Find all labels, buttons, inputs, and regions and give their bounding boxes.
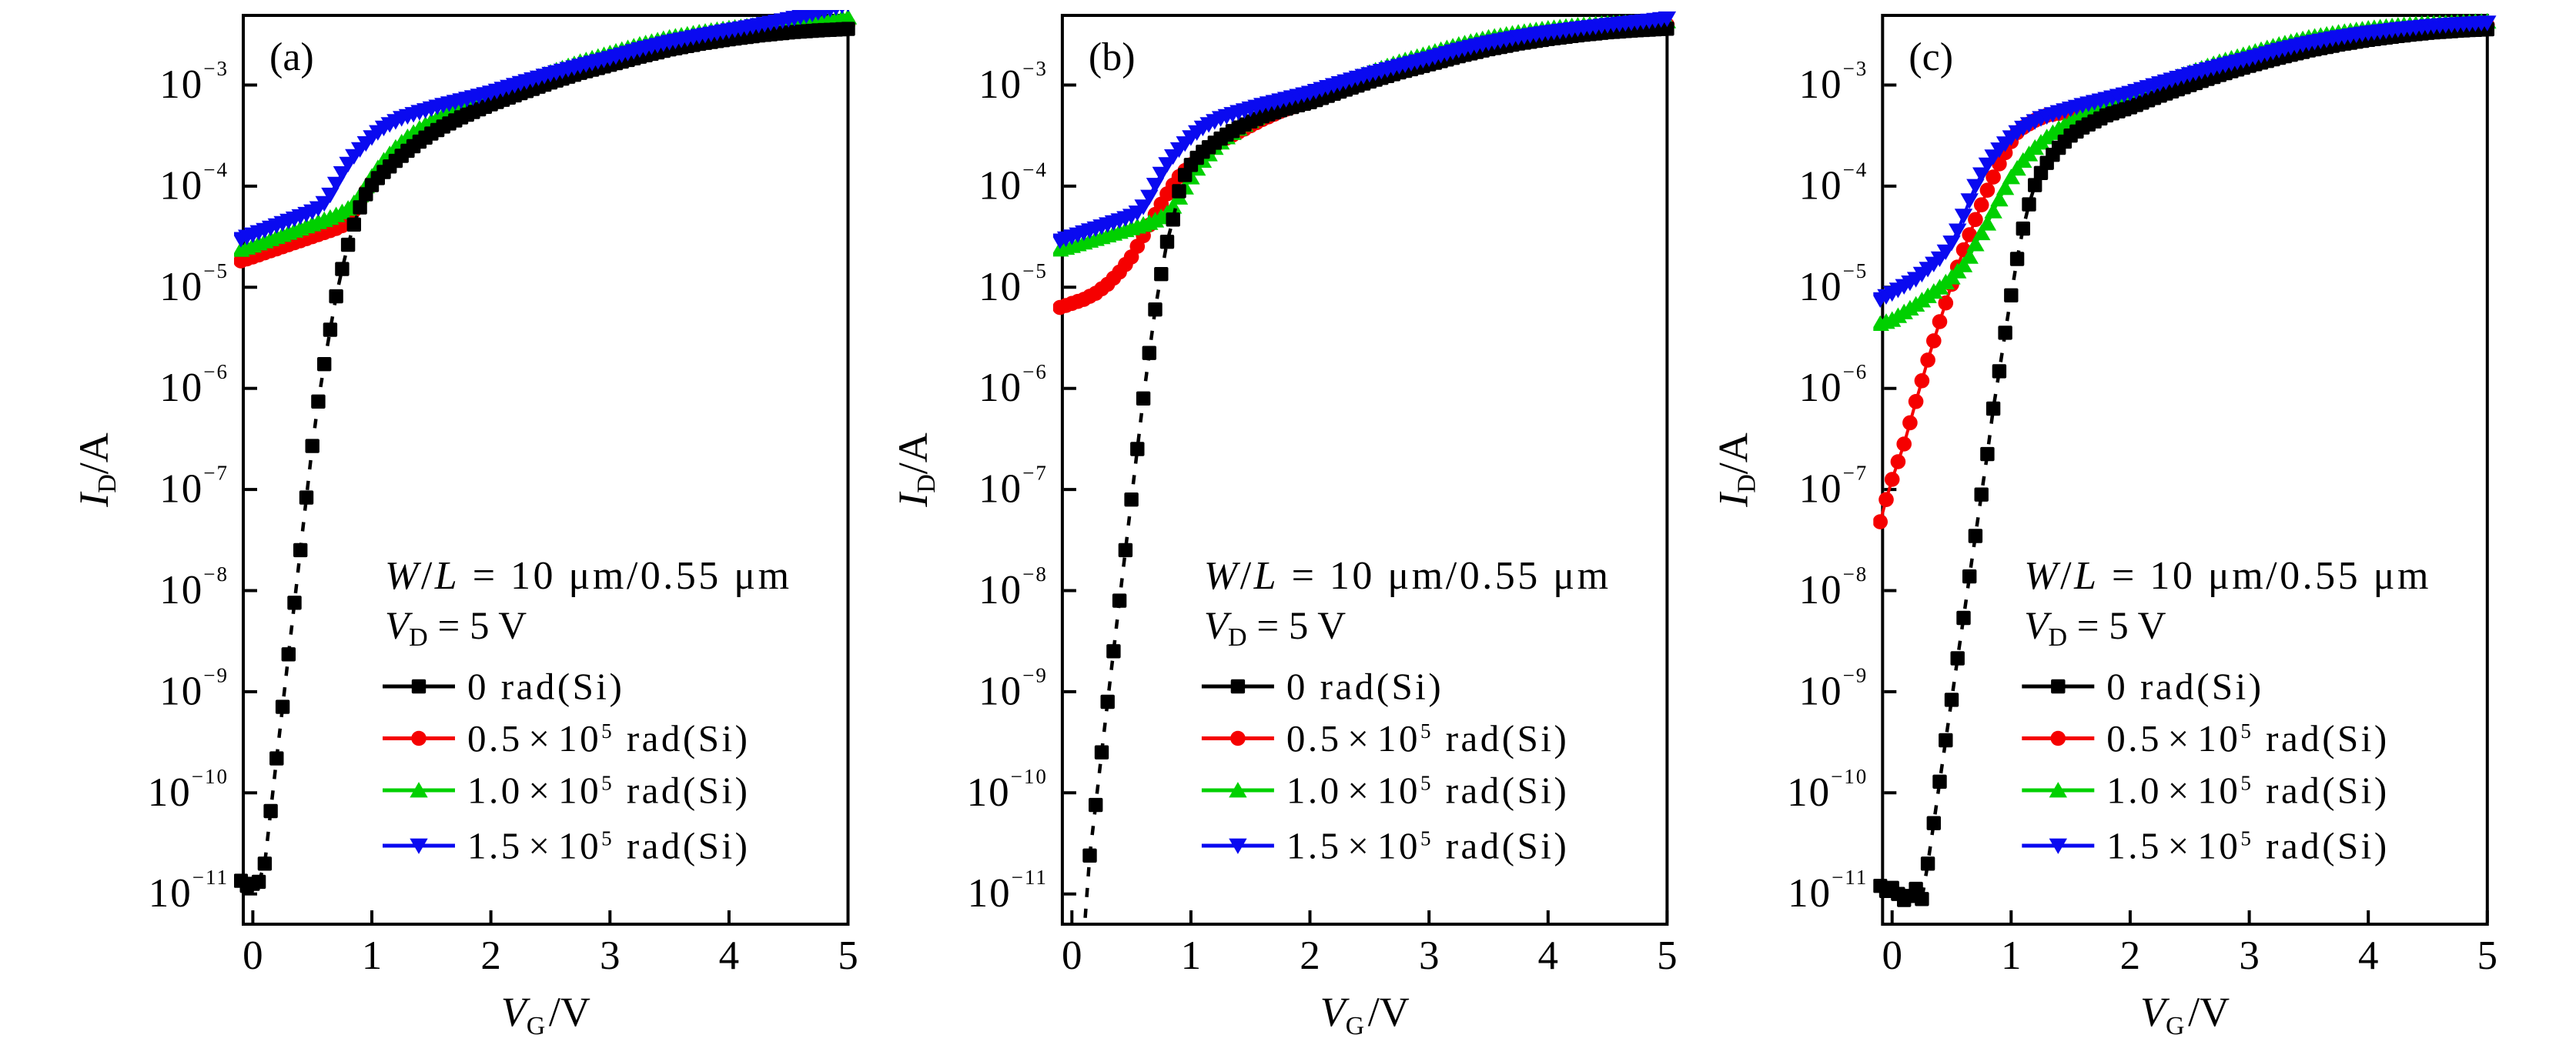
svg-text:1: 1: [362, 933, 383, 978]
svg-text:VD = 5 V: VD = 5 V: [385, 605, 527, 652]
svg-text:1.5 × 105 rad(Si): 1.5 × 105 rad(Si): [2106, 825, 2389, 867]
svg-text:VG /V: VG /V: [501, 989, 590, 1040]
svg-text:2: 2: [2120, 933, 2141, 978]
svg-text:4: 4: [1538, 933, 1559, 978]
svg-text:VD = 5 V: VD = 5 V: [2024, 605, 2166, 652]
svg-text:2: 2: [1300, 933, 1320, 978]
svg-text:1.5 × 105 rad(Si): 1.5 × 105 rad(Si): [1286, 825, 1569, 867]
svg-text:3: 3: [2239, 933, 2260, 978]
svg-text:ID/A: ID/A: [71, 432, 122, 508]
svg-text:5: 5: [1657, 933, 1678, 978]
svg-text:0: 0: [1062, 933, 1082, 978]
svg-text:W/L = 10 μm/0.55 μm: W/L = 10 μm/0.55 μm: [2024, 554, 2431, 598]
svg-text:0.5 × 105 rad(Si): 0.5 × 105 rad(Si): [2106, 717, 2389, 760]
svg-text:VG /V: VG /V: [2140, 989, 2230, 1040]
svg-text:ID/A: ID/A: [1710, 432, 1761, 508]
svg-text:0 rad(Si): 0 rad(Si): [1286, 666, 1444, 708]
svg-text:4: 4: [2358, 933, 2379, 978]
svg-text:3: 3: [600, 933, 621, 978]
svg-text:2: 2: [480, 933, 501, 978]
svg-text:(c): (c): [1909, 35, 1953, 79]
svg-text:ID/A: ID/A: [890, 432, 941, 508]
svg-text:W/L = 10 μm/0.55 μm: W/L = 10 μm/0.55 μm: [1204, 554, 1611, 598]
svg-text:1: 1: [1181, 933, 1202, 978]
svg-text:10−4: 10−4: [1799, 158, 1868, 208]
svg-text:4: 4: [719, 933, 740, 978]
svg-text:0 rad(Si): 0 rad(Si): [2106, 666, 2263, 708]
svg-text:0: 0: [1882, 933, 1902, 978]
svg-text:VG /V: VG /V: [1320, 989, 1410, 1040]
svg-text:(a): (a): [269, 35, 314, 79]
svg-text:0.5 × 105 rad(Si): 0.5 × 105 rad(Si): [1286, 717, 1569, 760]
svg-text:W/L = 10 μm/0.55 μm: W/L = 10 μm/0.55 μm: [385, 554, 792, 598]
svg-text:3: 3: [1419, 933, 1440, 978]
svg-text:(b): (b): [1089, 35, 1136, 79]
svg-text:0 rad(Si): 0 rad(Si): [467, 666, 624, 708]
svg-text:0: 0: [243, 933, 263, 978]
svg-text:VD = 5 V: VD = 5 V: [1204, 605, 1346, 652]
svg-text:1: 1: [2001, 933, 2022, 978]
svg-text:5: 5: [2477, 933, 2498, 978]
svg-text:5: 5: [838, 933, 858, 978]
